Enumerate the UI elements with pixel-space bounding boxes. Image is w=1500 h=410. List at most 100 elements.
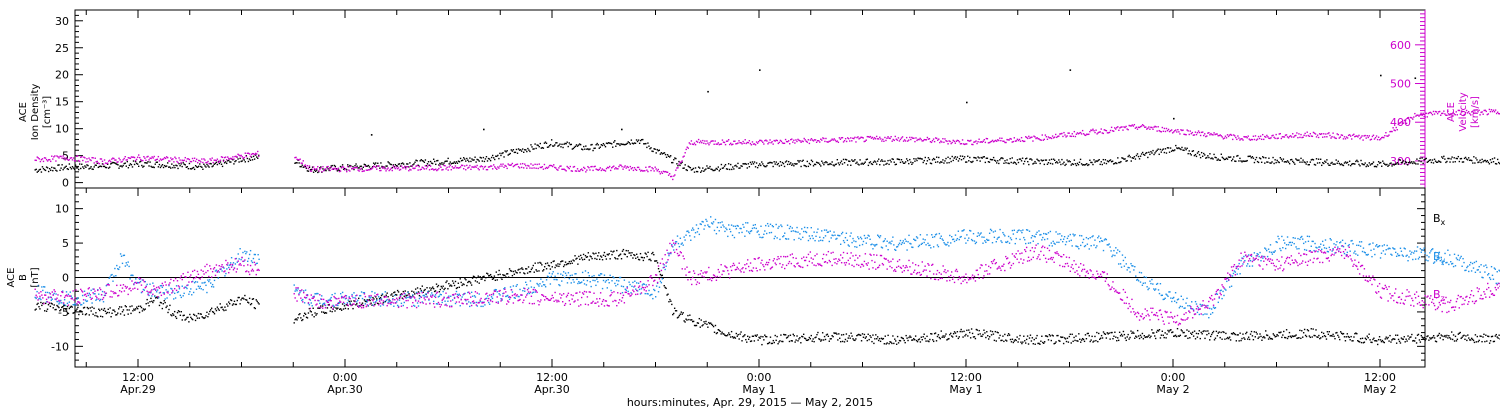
data-point: [167, 311, 169, 314]
data-point: [966, 143, 968, 145]
data-point: [534, 163, 536, 166]
data-point: [1479, 114, 1481, 116]
data-point: [36, 303, 38, 306]
data-point: [714, 169, 716, 171]
data-point: [384, 300, 386, 303]
data-point: [1250, 157, 1253, 159]
data-point: [76, 155, 79, 157]
data-point: [218, 160, 221, 163]
data-point: [1001, 137, 1003, 140]
data-point: [921, 140, 923, 142]
data-point: [690, 319, 692, 321]
data-point: [1420, 160, 1422, 163]
data-point: [555, 264, 557, 266]
data-point: [1381, 136, 1383, 139]
data-point: [636, 253, 638, 255]
data-point: [1032, 140, 1034, 142]
data-point: [540, 147, 543, 149]
data-point: [136, 306, 138, 308]
data-point: [544, 141, 547, 143]
data-point: [314, 312, 316, 314]
data-point: [1199, 156, 1202, 159]
data-point: [1360, 159, 1362, 162]
data-point: [574, 145, 577, 148]
data-point: [1096, 160, 1098, 163]
data-point: [1372, 161, 1375, 163]
data-point: [657, 267, 660, 270]
data-point: [855, 162, 857, 165]
data-point: [1263, 138, 1265, 141]
data-point: [502, 163, 504, 165]
data-point: [214, 308, 217, 310]
data-point: [487, 166, 490, 168]
data-point: [1024, 136, 1027, 138]
data-point: [889, 159, 891, 162]
data-point: [64, 159, 66, 161]
data-point: [469, 280, 471, 283]
data-point: [1127, 155, 1129, 158]
data-point: [195, 158, 198, 161]
data-point: [304, 164, 307, 166]
data-point: [122, 309, 125, 311]
data-point: [349, 303, 351, 305]
data-point: [803, 137, 805, 140]
data-point: [1010, 138, 1012, 140]
data-point: [541, 264, 543, 266]
data-point: [631, 252, 633, 254]
data-point: [1388, 164, 1390, 166]
data-point: [522, 268, 524, 271]
data-point: [1260, 161, 1263, 164]
data-point: [658, 170, 661, 173]
data-point: [733, 140, 735, 142]
data-point: [686, 169, 688, 172]
data-point: [209, 158, 211, 160]
data-point: [481, 165, 484, 168]
data-point: [1043, 342, 1045, 345]
data-point: [1206, 135, 1208, 137]
data-point: [81, 156, 83, 158]
data-point: [682, 156, 684, 158]
data-point: [779, 161, 782, 163]
data-point: [949, 333, 951, 336]
data-point: [912, 339, 914, 341]
data-point: [98, 162, 101, 165]
data-point: [1062, 163, 1064, 165]
data-point: [444, 160, 446, 163]
data-point: [1164, 148, 1167, 150]
data-point: [919, 137, 921, 140]
data-point: [62, 168, 64, 171]
data-point: [664, 170, 667, 173]
data-point: [618, 165, 620, 168]
data-point: [105, 166, 108, 169]
data-point: [335, 168, 338, 171]
data-point: [787, 335, 790, 337]
data-point: [556, 265, 558, 267]
data-point: [656, 262, 659, 264]
data-point: [429, 287, 431, 289]
data-point: [101, 163, 104, 165]
data-point: [1271, 135, 1273, 137]
data-point: [1301, 161, 1303, 163]
data-point: [41, 304, 43, 307]
data-point: [636, 140, 639, 143]
data-point: [563, 143, 565, 145]
data-point: [616, 143, 618, 145]
data-point: [625, 143, 627, 146]
data-point: [430, 162, 433, 164]
data-point: [992, 156, 995, 159]
data-point: [157, 166, 160, 168]
data-point: [864, 161, 866, 163]
data-point: [1005, 141, 1007, 144]
data-point: [123, 157, 125, 160]
data-point: [586, 256, 589, 258]
data-point: [1037, 159, 1039, 162]
data-point: [38, 169, 41, 171]
data-point: [989, 330, 992, 332]
data-point: [250, 156, 253, 158]
data-point: [490, 165, 493, 167]
data-point: [998, 337, 1000, 339]
data-point: [761, 140, 763, 142]
data-point: [1030, 340, 1033, 342]
density-axis-label: ACE Ion Density [cm⁻³]: [18, 84, 53, 141]
data-point: [913, 337, 915, 340]
